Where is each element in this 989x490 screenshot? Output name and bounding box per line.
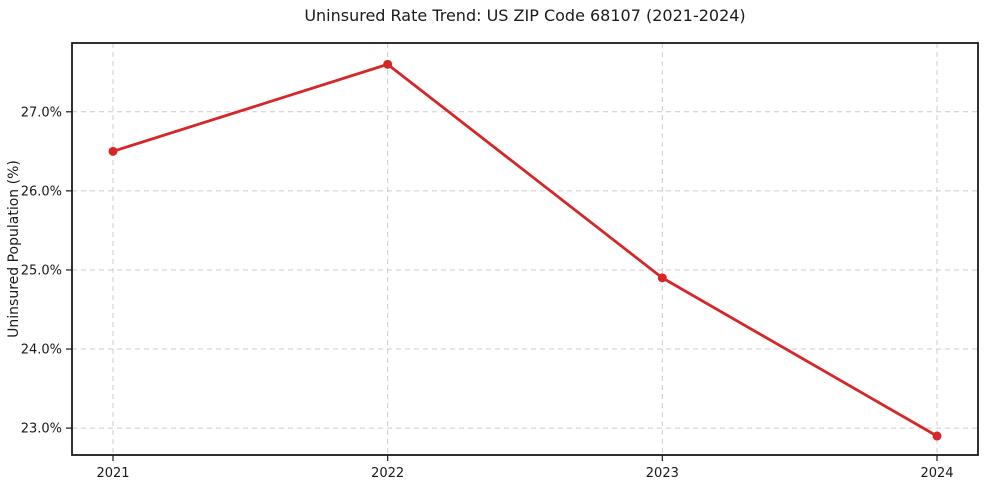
x-tick-label: 2022 <box>371 466 404 481</box>
y-tick-label: 27.0% <box>21 105 62 120</box>
data-point-marker <box>108 146 118 156</box>
plot-border <box>71 42 979 456</box>
y-tick-label: 25.0% <box>21 263 62 278</box>
y-tick-label: 23.0% <box>21 422 62 437</box>
chart-title: Uninsured Rate Trend: US ZIP Code 68107 … <box>304 6 746 25</box>
data-point-marker <box>383 59 393 69</box>
y-tick-label: 26.0% <box>21 184 62 199</box>
y-tick-label: 24.0% <box>21 343 62 358</box>
x-tick-label: 2021 <box>96 466 129 481</box>
x-tick-label: 2023 <box>646 466 679 481</box>
x-tick-label: 2024 <box>920 466 953 481</box>
data-point-marker <box>657 273 667 283</box>
data-point-marker <box>932 431 942 441</box>
trend-line <box>111 62 939 438</box>
